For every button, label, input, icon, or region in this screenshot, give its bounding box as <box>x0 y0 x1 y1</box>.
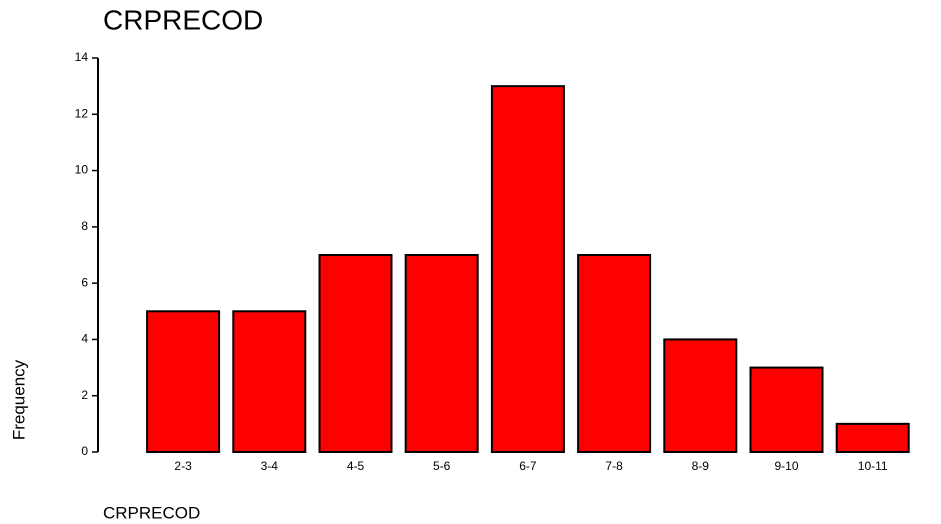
x-axis-label: CRPRECOD <box>103 503 200 522</box>
x-tick-label: 2-3 <box>174 459 192 473</box>
y-tick-label: 8 <box>81 219 88 233</box>
bar <box>749 366 824 454</box>
bar <box>577 254 652 453</box>
bar <box>146 310 221 453</box>
y-tick-label: 4 <box>81 332 88 346</box>
y-tick-label: 10 <box>75 163 89 177</box>
bar <box>232 310 307 453</box>
x-tick-label: 4-5 <box>347 459 365 473</box>
bar <box>404 254 479 453</box>
bar <box>663 338 738 453</box>
y-tick-label: 14 <box>75 50 89 64</box>
y-tick-label: 0 <box>81 444 88 458</box>
x-tick-label: 7-8 <box>605 459 623 473</box>
y-tick-label: 6 <box>81 275 88 289</box>
bar <box>835 422 910 454</box>
y-axis-label: Frequency <box>9 359 28 440</box>
chart-title: CRPRECOD <box>103 4 263 35</box>
x-tick-label: 8-9 <box>692 459 710 473</box>
x-tick-label: 10-11 <box>858 459 888 473</box>
y-tick-label: 12 <box>75 106 89 120</box>
y-tick-label: 2 <box>81 388 88 402</box>
x-tick-label: 6-7 <box>519 459 537 473</box>
x-tick-label: 9-10 <box>774 459 798 473</box>
x-tick-label: 5-6 <box>433 459 451 473</box>
x-tick-label: 3-4 <box>261 459 279 473</box>
bar <box>318 254 393 453</box>
bar <box>490 85 565 454</box>
